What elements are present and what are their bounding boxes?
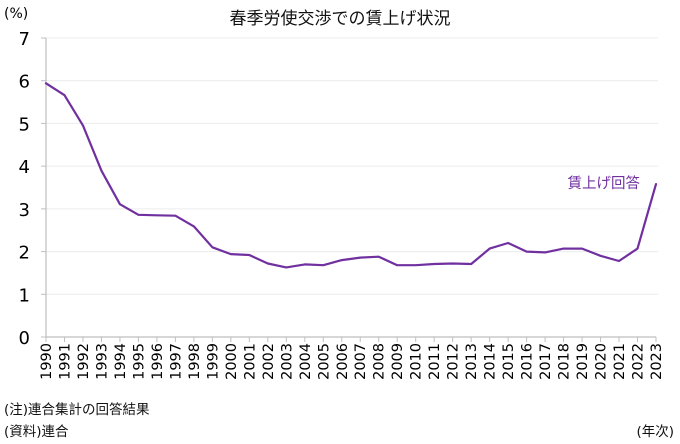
x-tick-label: 2017 (538, 343, 554, 380)
x-tick-label: 2009 (390, 343, 406, 380)
x-tick-label: 2001 (242, 343, 258, 380)
x-tick-label: 2011 (427, 343, 443, 380)
x-tick-label: 2013 (464, 343, 480, 380)
x-tick-label: 2014 (483, 343, 499, 380)
y-tick-label: 6 (19, 72, 30, 93)
chart-note: (注)連合集計の回答結果 (4, 402, 150, 418)
x-tick-label: 2000 (224, 343, 240, 380)
x-tick-label: 2019 (575, 343, 591, 380)
x-tick-label: 2015 (501, 343, 517, 380)
x-tick-label: 2016 (520, 343, 536, 380)
chart-source: (資料)連合 (4, 424, 69, 440)
x-tick-label: 2012 (446, 343, 462, 380)
y-tick-label: 4 (19, 157, 30, 178)
x-tick-label: 1997 (168, 343, 184, 380)
x-tick-label: 2010 (409, 343, 425, 380)
y-tick-label: 0 (19, 328, 30, 349)
x-tick-label: 1998 (187, 343, 203, 380)
x-tick-label: 2021 (612, 343, 628, 380)
y-tick-label: 2 (19, 243, 30, 264)
y-tick-label: 7 (19, 29, 30, 50)
chart-title: 春季労使交渉での賃上げ状況 (229, 9, 451, 29)
x-tick-label: 2007 (353, 343, 369, 380)
series-line (44, 82, 658, 269)
x-tick-label: 1992 (76, 343, 92, 380)
x-tick-label: 2022 (631, 343, 647, 380)
x-tick-label: 1996 (150, 343, 166, 380)
x-tick-label: 1991 (57, 343, 73, 380)
y-tick-label: 3 (19, 200, 30, 221)
x-tick-label: 2008 (372, 343, 388, 380)
y-tick-label: 1 (19, 285, 30, 306)
x-tick-label: 2018 (557, 343, 573, 380)
x-tick-label: 2002 (261, 343, 277, 380)
x-tick-label: 1994 (113, 343, 129, 380)
x-axis-unit: (年次) (636, 424, 674, 440)
y-tick-label: 5 (19, 114, 30, 135)
x-tick-label: 2006 (335, 343, 351, 380)
x-tick-label: 2003 (279, 343, 295, 380)
series-label: 賃上げ回答 (568, 175, 641, 192)
x-tick-label: 2020 (594, 343, 610, 380)
x-tick-label: 2023 (649, 343, 665, 380)
x-tick-label: 1993 (94, 343, 110, 380)
x-tick-label: 1999 (205, 343, 221, 380)
x-tick-label: 1995 (131, 343, 147, 380)
x-tick-label: 2005 (316, 343, 332, 380)
y-axis-unit: (%) (4, 6, 29, 22)
x-tick-label: 1990 (39, 343, 55, 380)
x-tick-label: 2004 (298, 343, 314, 380)
